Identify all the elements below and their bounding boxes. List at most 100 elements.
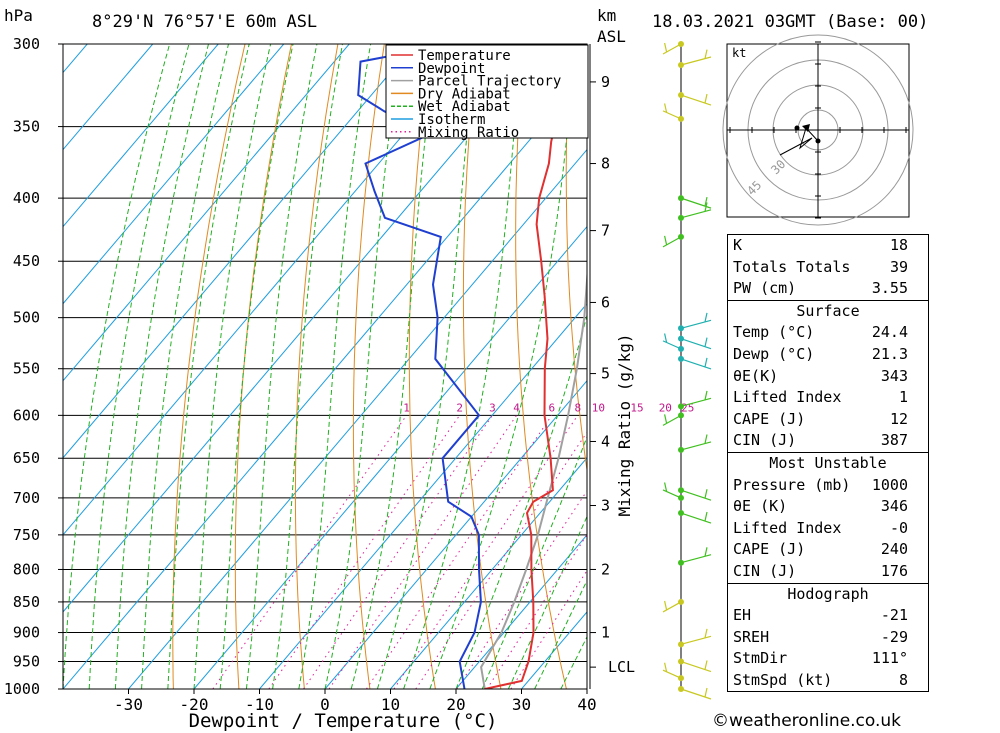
mixing-ratio-line [510,569,587,689]
location-title: 8°29'N 76°57'E 60m ASL [92,12,318,32]
mixing-ratio-label: 6 [549,401,556,414]
dry-adiabat-line [988,44,1000,689]
pressure-tick-label: 450 [13,252,40,270]
indices-table: K 18 Totals Totals 39 PW (cm) 3.55 Surface Te… [727,234,929,693]
mixing-ratio-label: 2 [456,401,463,414]
most-unstable-row: CAPE (J) 240 [728,539,928,561]
dry-adiabat-line [234,44,292,689]
wind-barb [662,414,682,426]
dry-adiabat-line [172,44,246,689]
parcel-trajectory-line [480,266,587,689]
isotherm-line [63,44,219,228]
height-tick-label: 3 [601,497,610,515]
hodograph-title: Hodograph [787,584,869,603]
most-unstable-value: 346 [880,497,908,516]
legend-label: Parcel Trajectory [418,74,561,90]
pressure-tick-label: 850 [13,593,40,611]
pressure-tick-label: 300 [13,35,40,53]
isotherm-line [128,148,587,689]
wind-barb [680,628,712,645]
dry-adiabat-line [352,44,385,689]
pressure-tick-label: 500 [13,309,40,327]
wind-barb [680,687,712,700]
hodograph-index-row: EH -21 [728,605,928,627]
surface-label: CAPE (J) [733,409,806,428]
height-unit-asl: ASL [597,27,626,46]
mixing-ratio-label: 10 [592,401,605,414]
most-unstable-label: CAPE (J) [733,540,806,559]
index-label: K [733,236,743,254]
wind-barb [680,489,712,501]
legend-label: Temperature [418,48,511,64]
indices-hodograph: Hodograph EH -21 SREH -29 StmDir 111° StmSpd (… [728,582,928,692]
index-value: 3.55 [871,279,908,298]
isotherm-line [259,302,587,689]
surface-value: 21.3 [871,344,908,363]
hodograph-point [794,125,800,131]
hodograph-index-value: -29 [880,627,908,646]
surface-value: 24.4 [871,323,908,342]
x-tick-label: -10 [245,695,274,714]
isotherm-line [324,379,587,689]
x-axis-title: Dewpoint / Temperature (°C) [189,710,498,732]
surface-label: Temp (°C) [733,323,815,342]
wind-barb [680,357,712,370]
mixing-ratio-line [393,415,579,689]
indices-surface: Surface Temp (°C) 24.4 Dewp (°C) 21.3 θE(K) 3… [728,299,928,452]
isotherm-line [63,71,587,689]
wind-barb [680,337,712,350]
isotherm-line [63,44,350,382]
hodograph-index-value: 111° [871,649,908,668]
most-unstable-label: Pressure (mb) [733,475,851,494]
mixing-ratio-line [303,415,493,689]
mixing-ratio-line [456,489,587,689]
wet-adiabat-line [63,44,171,689]
wet-adiabat-line [88,44,190,689]
wet-adiabat-line [507,515,587,689]
most-unstable-value: 176 [880,561,908,580]
wind-barb [680,93,712,106]
mixing-ratio-line [415,431,587,689]
wet-adiabat-line [167,44,250,689]
isotherm-line [455,534,587,689]
index-row: PW (cm) 3.55 [728,278,928,300]
height-tick-label: 6 [601,293,610,311]
wet-adiabat-line [298,44,372,689]
height-tick-label: 5 [601,365,610,383]
surface-row: Dewp (°C) 21.3 [728,344,928,366]
hodograph-unit: kt [732,46,746,60]
surface-value: 343 [880,366,908,385]
dry-adiabat-line [294,44,339,689]
x-tick-label: 0 [320,695,330,714]
dry-adiabat-line [942,44,1000,689]
mixing-ratio-label: 8 [574,401,581,414]
wind-barb [680,660,712,673]
legend-label: Dry Adiabat [418,86,511,102]
wind-barb [662,333,682,350]
dry-adiabat-line [515,44,567,689]
pressure-unit: hPa [4,6,33,25]
height-tick-label: 9 [601,73,610,91]
hodograph-index-label: StmDir [733,649,788,668]
wind-barb [662,482,682,499]
x-tick-label: 20 [446,695,465,714]
surface-row: CAPE (J) 12 [728,409,928,431]
surface-label: θE(K) [733,366,779,385]
wet-adiabat-line [350,44,438,689]
hodograph-point [815,138,821,144]
most-unstable-value: -0 [889,518,908,537]
wet-adiabat-line [245,44,318,689]
surface-value: 12 [889,409,908,428]
pressure-tick-label: 900 [13,624,40,642]
wet-adiabat-line [193,44,272,689]
isotherm-line [390,457,587,689]
wind-barb [680,49,712,66]
mixing-ratio-label: 3 [489,401,496,414]
index-value: 39 [889,257,908,276]
wet-adiabat-line [403,44,524,689]
pressure-tick-label: 950 [13,653,40,671]
mixing-ratio-line [212,415,408,689]
mixing-ratio-label: 20 [659,401,672,414]
isotherm-line [63,44,481,536]
hodograph-index-label: EH [733,606,752,625]
